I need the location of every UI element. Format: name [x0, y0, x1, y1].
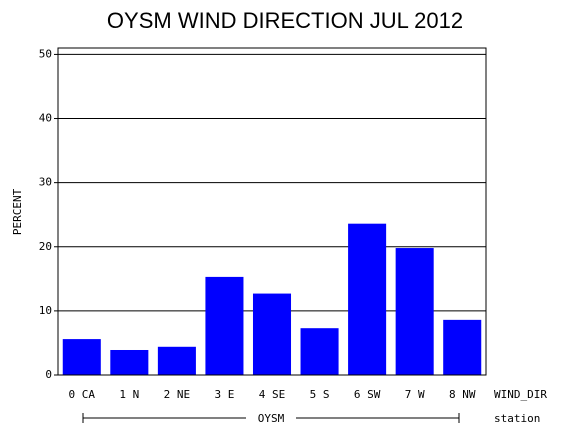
x-axis-label: WIND_DIR: [494, 388, 547, 401]
y-tick-label: 40: [39, 112, 52, 125]
x-tick-label: 8 NW: [449, 388, 476, 401]
bar: [300, 328, 339, 375]
bar: [348, 223, 387, 375]
bar: [110, 349, 149, 375]
y-tick-label: 20: [39, 240, 52, 253]
x-tick-label: 0 CA: [69, 388, 96, 401]
x-tick-label: 7 W: [405, 388, 425, 401]
x-tick-label: 1 N: [119, 388, 139, 401]
group-axis-label: station: [494, 412, 540, 425]
x-tick-label: 2 NE: [164, 388, 191, 401]
y-tick-label: 50: [39, 47, 52, 60]
bar: [252, 293, 292, 375]
x-tick-label: 3 E: [215, 388, 235, 401]
bar: [157, 346, 196, 375]
y-tick-label: 30: [39, 176, 52, 189]
y-tick-label: 10: [39, 304, 52, 317]
group-label: OYSM: [258, 412, 285, 425]
bar: [395, 248, 434, 375]
x-tick-label: 4 SE: [259, 388, 286, 401]
chart-title: OYSM WIND DIRECTION JUL 2012: [107, 8, 463, 33]
y-axis-label: PERCENT: [11, 188, 24, 235]
y-tick-label: 0: [45, 368, 52, 381]
x-tick-label: 6 SW: [354, 388, 381, 401]
plot-frame: [57, 47, 487, 376]
x-tick-label: 5 S: [310, 388, 330, 401]
bar: [443, 319, 482, 375]
group-label-bg: [246, 411, 296, 425]
bar: [205, 276, 244, 375]
bar: [62, 339, 101, 375]
